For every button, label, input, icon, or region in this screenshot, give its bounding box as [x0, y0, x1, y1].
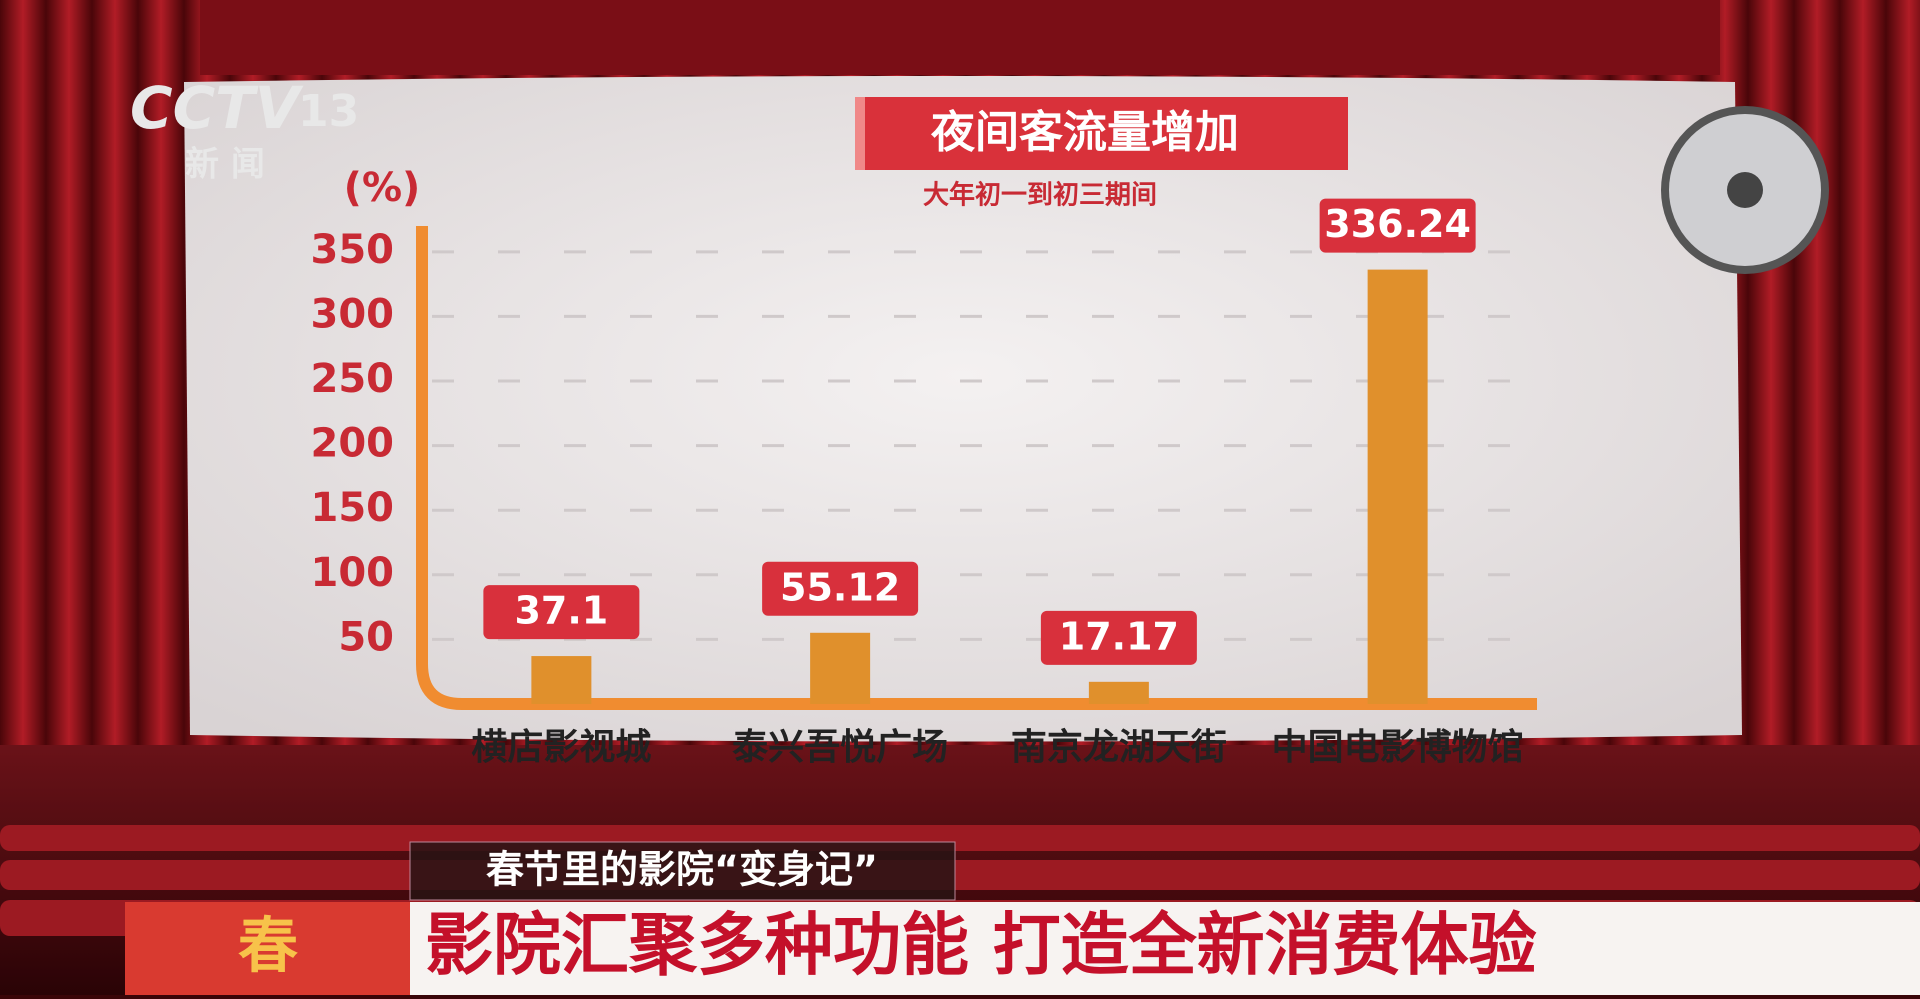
y-tick-label: 350 — [311, 227, 395, 273]
y-tick-label: 150 — [311, 485, 395, 531]
bar — [1367, 269, 1428, 704]
value-label: 17.17 — [1059, 614, 1179, 658]
badge-box — [125, 902, 410, 995]
y-tick-label: 50 — [338, 614, 394, 660]
channel-sub: 新 闻 — [185, 145, 265, 185]
headline-box — [125, 902, 1920, 995]
value-label-box — [1040, 610, 1197, 665]
valance — [200, 0, 1720, 75]
y-tick-label: 200 — [311, 421, 395, 467]
value-label-box — [762, 561, 919, 616]
y-tick-label: 300 — [311, 291, 395, 337]
channel-logo: CCTV — [130, 74, 304, 142]
value-label-box — [1319, 198, 1476, 253]
chart-title: 夜间客流量增加 — [930, 107, 1239, 158]
film-reel-hub — [1727, 172, 1763, 208]
bar — [531, 656, 592, 704]
axis-line — [416, 226, 1537, 710]
value-label: 37.1 — [514, 589, 608, 633]
x-tick-label: 横店影视城 — [471, 727, 651, 768]
channel-number: 13 — [298, 86, 359, 137]
x-tick-label: 中国电影博物馆 — [1272, 727, 1524, 768]
chart-subtitle: 大年初一到初三期间 — [923, 180, 1157, 211]
y-tick-label: 100 — [311, 550, 395, 596]
tag-box — [409, 841, 956, 901]
bar — [810, 632, 871, 704]
value-label: 55.12 — [780, 565, 900, 609]
x-tick-label: 南京龙湖天街 — [1011, 726, 1227, 768]
bar — [1088, 681, 1149, 704]
value-label: 336.24 — [1324, 202, 1471, 246]
title-box — [855, 97, 1348, 170]
badge: 春 — [238, 912, 298, 982]
y-tick-label: 250 — [311, 356, 395, 402]
title-stripe — [855, 97, 865, 170]
headline: 影院汇聚多种功能 打造全新消费体验 — [425, 907, 1537, 986]
plot: 50 100 150 200 250 300 350 横店影视城 37.1 泰兴吾悦广场 55.12… — [311, 198, 1537, 768]
y-axis-label: (%) — [344, 165, 421, 211]
program-tag: 春节里的影院“变身记” — [486, 848, 878, 892]
x-tick-label: 泰兴吾悦广场 — [732, 727, 948, 768]
value-label-box — [483, 585, 640, 640]
